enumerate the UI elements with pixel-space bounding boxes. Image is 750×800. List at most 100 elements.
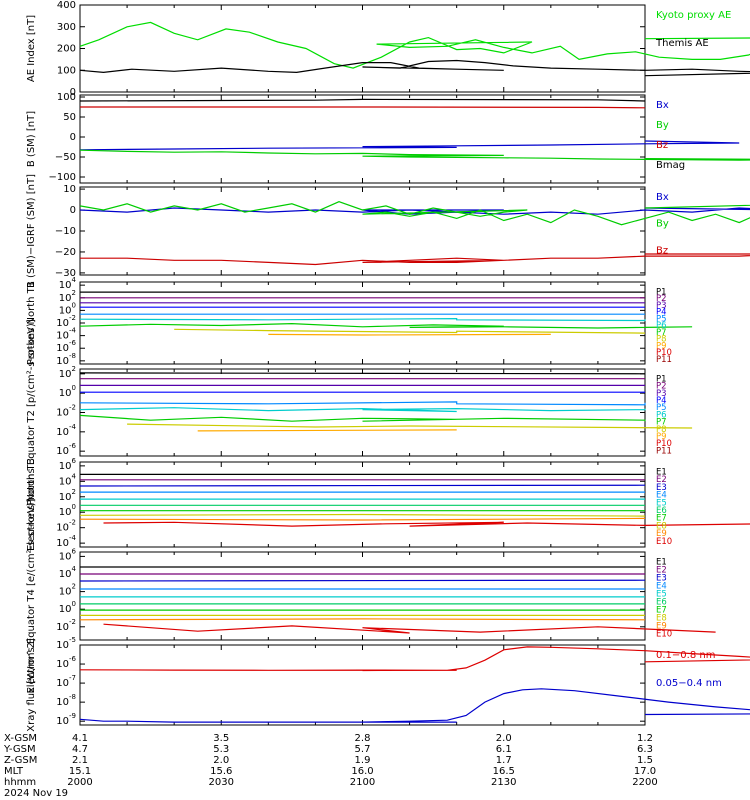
series-line-p5: [79, 401, 646, 406]
legend-entry: P10: [656, 348, 672, 358]
xaxis-value: 2.0: [496, 733, 512, 744]
xaxis-row-label: MLT: [4, 766, 24, 777]
series-line-e3: [79, 579, 646, 582]
legend-entry: P8: [656, 335, 667, 345]
y-tick-label: 10-4: [56, 534, 76, 549]
series-line-themis-ae: [79, 59, 750, 77]
y-tick-label: 0: [70, 87, 76, 98]
series-line-kyoto-proxy-ae: [79, 21, 750, 69]
legend-entry: P3: [656, 389, 667, 399]
series-line-p6: [79, 317, 646, 322]
y-tick-label: 104: [59, 276, 77, 291]
plot-frame: [79, 281, 646, 365]
y-tick-label: −30: [55, 268, 76, 279]
series-line-bmag: [79, 98, 646, 102]
xaxis-value: 2.8: [355, 733, 371, 744]
legend-entry: P11: [656, 446, 672, 456]
series-line-bz: [80, 106, 646, 109]
legend-entry: E9: [656, 529, 667, 539]
legend-entry: P2: [656, 294, 667, 304]
y-tick-label: 200: [57, 44, 76, 55]
legend-entry: E7: [656, 514, 667, 524]
y-tick-label: −50: [55, 152, 76, 163]
xaxis-value: 2000: [67, 777, 92, 788]
series-line-p7: [79, 322, 693, 329]
legend-entry: E3: [656, 574, 667, 584]
y-axis-label: B (SM)−IGRF (SM) [nT]: [26, 174, 37, 288]
legend-entry: P1: [656, 288, 667, 298]
legend-entry: Bmag: [656, 160, 685, 171]
plot-frame: [79, 368, 646, 457]
y-tick-label: 102: [59, 289, 76, 304]
y-tick-label: 100: [59, 600, 76, 615]
y-tick-label: 400: [57, 0, 76, 11]
xaxis-value: 4.1: [72, 733, 88, 744]
legend-entry: Themis AE: [655, 38, 709, 49]
xaxis-value: 1.7: [496, 755, 512, 766]
xaxis-row-label: X-GSM: [4, 733, 37, 744]
y-tick-label: 10: [63, 184, 76, 195]
xaxis-row-label: hhmm: [4, 777, 36, 788]
xaxis-value: 15.6: [210, 766, 232, 777]
legend-entry: P1: [656, 375, 667, 385]
legend-entry: P9: [656, 432, 667, 442]
series-line-bx: [79, 140, 740, 151]
y-tick-label: 10-5: [56, 636, 76, 651]
legend-entry: Bz: [656, 140, 668, 151]
y-tick-label: 10-4: [56, 327, 76, 342]
y-tick-label: 100: [57, 92, 76, 103]
xaxis-value: 6.3: [637, 744, 653, 755]
series-line-e10: [103, 623, 716, 634]
y-axis-label: Xray flux [W/m^2]: [26, 638, 37, 732]
series-line-e9: [79, 517, 646, 521]
y-tick-label: 50: [63, 112, 76, 123]
series-line-by: [79, 149, 750, 161]
xaxis-value: 1.9: [355, 755, 371, 766]
xaxis-value: 15.1: [69, 766, 91, 777]
y-tick-label: 100: [59, 503, 76, 518]
xaxis-value: 2.0: [213, 755, 229, 766]
legend-entry: By: [656, 120, 669, 131]
y-tick-label: 0: [70, 205, 76, 216]
series-line-by: [79, 201, 750, 226]
legend-entry: E1: [656, 558, 667, 568]
y-tick-label: 102: [59, 488, 76, 503]
y-tick-label: 106: [59, 547, 77, 562]
legend-entry: P11: [656, 355, 672, 365]
y-axis-label: AE Index [nT]: [26, 15, 37, 82]
plot-frame: [79, 4, 646, 93]
legend-entry: E1: [656, 468, 667, 478]
y-tick-label: −100: [49, 172, 76, 183]
y-axis-label: Protons Equator T2 [p/(cm²-s-sr-keV)]: [26, 319, 37, 506]
legend-entry: E5: [656, 498, 667, 508]
y-tick-label: 10-8: [56, 352, 76, 367]
y-tick-label: 10-2: [56, 314, 76, 329]
y-axis-label: Electrons North T3: [26, 458, 37, 551]
xaxis-value: 2130: [491, 777, 516, 788]
xaxis-value: 5.7: [355, 744, 371, 755]
y-tick-label: 102: [59, 365, 76, 380]
legend-entry: P7: [656, 418, 667, 428]
legend-entry: P10: [656, 439, 672, 449]
legend-entry: E8: [656, 521, 667, 531]
y-tick-label: 102: [59, 583, 76, 598]
xaxis-value: 1.2: [637, 733, 653, 744]
legend-entry: P8: [656, 425, 667, 435]
y-tick-label: 10-2: [56, 519, 76, 534]
series-line-0-1-0-8-nm: [79, 646, 750, 672]
legend-entry: 0.05−0.4 nm: [656, 678, 722, 689]
legend-entry: E3: [656, 483, 667, 493]
xaxis-value: 2.1: [72, 755, 88, 766]
series-line-e9: [79, 618, 646, 621]
legend-entry: E9: [656, 622, 667, 632]
y-tick-label: 10-2: [56, 404, 76, 419]
series-line-e3: [79, 484, 646, 487]
y-tick-label: 10-6: [56, 339, 76, 354]
y-axis-label: B (SM) [nT]: [26, 111, 37, 167]
legend-entry: P7: [656, 328, 667, 338]
legend-entry: E10: [656, 537, 672, 547]
xaxis-value: 2100: [350, 777, 375, 788]
y-axis-label: Electrons Equator T4 [e/(cm²-s-sr-keV)]: [26, 498, 37, 693]
